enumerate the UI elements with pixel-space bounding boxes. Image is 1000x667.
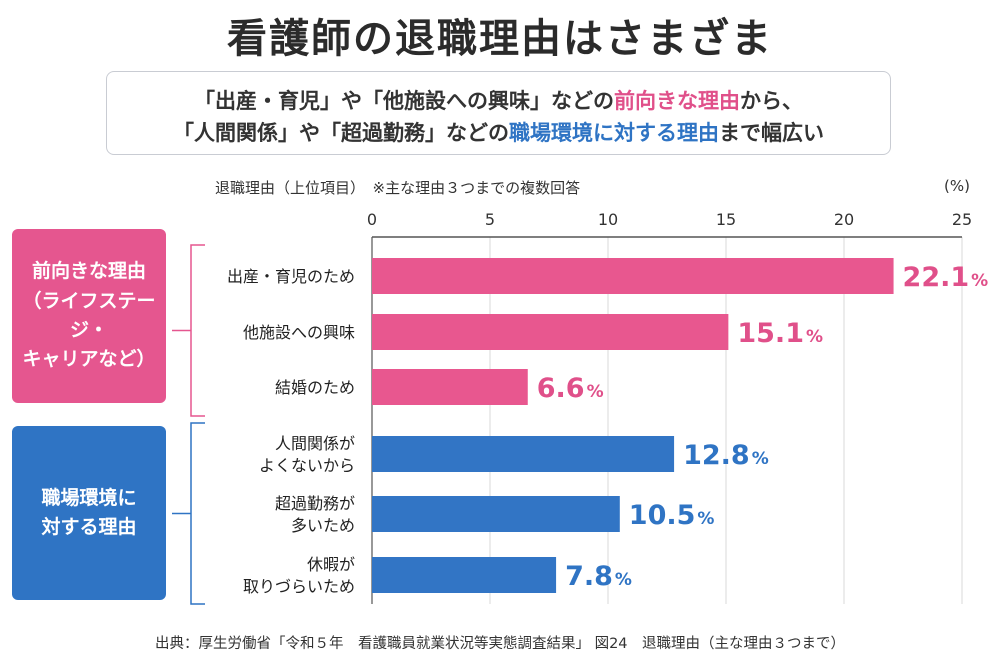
subtitle-text: から、 bbox=[740, 89, 803, 113]
x-tick-label: 25 bbox=[952, 210, 972, 229]
bar bbox=[372, 369, 528, 405]
data-label: 22.1% bbox=[903, 262, 989, 293]
subtitle-text: 「人間関係」や「超過勤務」などの bbox=[173, 121, 509, 145]
group-label-text: 職場環境に 対する理由 bbox=[41, 486, 137, 538]
bar bbox=[372, 258, 894, 294]
group-label-workplace: 職場環境に 対する理由 bbox=[12, 426, 166, 600]
axis-unit: (%) bbox=[944, 177, 970, 195]
category-label: 他施設への興味 bbox=[243, 323, 355, 342]
x-tick-label: 0 bbox=[367, 210, 377, 229]
bar bbox=[372, 557, 557, 593]
page-title: 看護師の退職理由はさまざま bbox=[227, 16, 773, 62]
subtitle-line-2: 「人間関係」や「超過勤務」などの職場環境に対する理由まで幅広い bbox=[107, 117, 890, 147]
category-label: 結婚のため bbox=[275, 378, 355, 397]
category-label: 出産・育児のため bbox=[227, 267, 355, 286]
source-footer: 出典：厚生労働省「令和５年 看護職員就業状況等実態調査結果」 図24 退職理由（… bbox=[154, 636, 846, 652]
x-tick-label: 10 bbox=[598, 210, 618, 229]
category-label: 休暇が取りづらいため bbox=[243, 555, 355, 596]
subtitle-box: 「出産・育児」や「他施設への興味」などの前向きな理由から、 「人間関係」や「超過… bbox=[106, 71, 891, 155]
group-bracket bbox=[172, 422, 205, 605]
subtitle-highlight-positive: 前向きな理由 bbox=[614, 89, 740, 113]
axis-caption: 退職理由（上位項目） ※主な理由３つまでの複数回答 bbox=[215, 179, 581, 197]
category-label: 人間関係がよくないから bbox=[259, 434, 355, 475]
subtitle-text: 「出産・育児」や「他施設への興味」などの bbox=[194, 89, 614, 113]
group-label-text: 前向きな理由 （ライフステージ・ キャリアなど） bbox=[22, 260, 156, 371]
x-tick-label: 20 bbox=[834, 210, 854, 229]
bar bbox=[372, 314, 729, 350]
group-label-positive: 前向きな理由 （ライフステージ・ キャリアなど） bbox=[12, 229, 166, 403]
category-label: 超過勤務が多いため bbox=[275, 494, 355, 535]
data-label: 15.1% bbox=[737, 318, 823, 349]
data-label: 6.6% bbox=[537, 373, 604, 404]
data-label: 12.8% bbox=[683, 440, 769, 471]
subtitle-line-1: 「出産・育児」や「他施設への興味」などの前向きな理由から、 bbox=[107, 85, 890, 115]
subtitle-text: まで幅広い bbox=[719, 121, 824, 145]
x-tick-label: 15 bbox=[716, 210, 736, 229]
bar bbox=[372, 436, 675, 472]
group-bracket bbox=[172, 244, 205, 417]
data-label: 7.8% bbox=[565, 561, 632, 592]
x-tick-label: 5 bbox=[485, 210, 495, 229]
data-label: 10.5% bbox=[629, 500, 715, 531]
subtitle-highlight-workplace: 職場環境に対する理由 bbox=[509, 121, 719, 145]
bar bbox=[372, 496, 620, 532]
